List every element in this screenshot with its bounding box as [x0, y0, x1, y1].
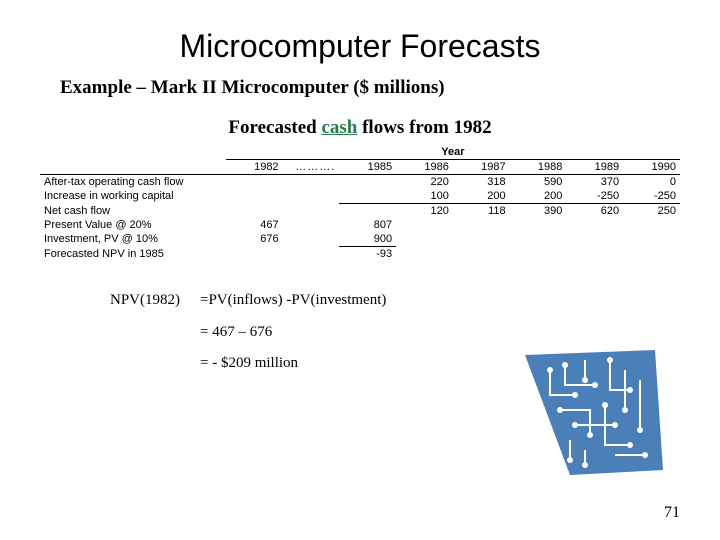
- cell: [510, 247, 567, 262]
- cell: -93: [339, 247, 396, 262]
- subtitle-forecast: Forecasted cash flows from 1982: [40, 117, 680, 139]
- formula-lhs: NPV(1982): [110, 285, 200, 317]
- cell: [339, 204, 396, 219]
- subtitle-example: Example – Mark II Microcomputer ($ milli…: [60, 77, 680, 99]
- cell: [339, 175, 396, 190]
- cell: 220: [396, 175, 453, 190]
- cell: [226, 189, 283, 204]
- cell: 118: [453, 204, 510, 219]
- cell: 200: [510, 189, 567, 204]
- forecast-table: Year 1982 ………. 1985 1986 1987 1988 1989 …: [40, 145, 680, 261]
- year-row: 1982 ………. 1985 1986 1987 1988 1989 1990: [40, 160, 680, 175]
- cell: [566, 247, 623, 262]
- cell: 620: [566, 204, 623, 219]
- year-1985: 1985: [339, 160, 396, 175]
- table-row: Net cash flow 120 118 390 620 250: [40, 204, 680, 219]
- year-gap: ……….: [283, 160, 340, 175]
- row-label: Investment, PV @ 10%: [40, 232, 226, 247]
- page-title: Microcomputer Forecasts: [40, 28, 680, 65]
- cell: 0: [623, 175, 680, 190]
- cell: [283, 232, 340, 247]
- formula-line3: = - $209 million: [200, 348, 298, 380]
- year-header: Year: [226, 145, 680, 160]
- cell: [453, 247, 510, 262]
- table-row: Increase in working capital 100 200 200 …: [40, 189, 680, 204]
- cell: [510, 232, 567, 247]
- cell: [396, 218, 453, 232]
- cell: [623, 218, 680, 232]
- row-label: Increase in working capital: [40, 189, 226, 204]
- cell: -250: [623, 189, 680, 204]
- cell: 807: [339, 218, 396, 232]
- formula-line2: = 467 – 676: [200, 317, 272, 349]
- table-row: After-tax operating cash flow 220 318 59…: [40, 175, 680, 190]
- cell: [623, 247, 680, 262]
- cell: [339, 189, 396, 204]
- cell: 318: [453, 175, 510, 190]
- year-1990: 1990: [623, 160, 680, 175]
- year-1989: 1989: [566, 160, 623, 175]
- year-1982: 1982: [226, 160, 283, 175]
- year-1988: 1988: [510, 160, 567, 175]
- table-row: Investment, PV @ 10% 676 900: [40, 232, 680, 247]
- cell: 370: [566, 175, 623, 190]
- cell: 467: [226, 218, 283, 232]
- table-row: Forecasted NPV in 1985 -93: [40, 247, 680, 262]
- cell: 900: [339, 232, 396, 247]
- cell: [283, 204, 340, 219]
- cell: 200: [453, 189, 510, 204]
- table-row: Present Value @ 20% 467 807: [40, 218, 680, 232]
- cell: [453, 218, 510, 232]
- cell: -250: [566, 189, 623, 204]
- cell: 100: [396, 189, 453, 204]
- cell: [226, 247, 283, 262]
- cell: 590: [510, 175, 567, 190]
- cell: 390: [510, 204, 567, 219]
- cell: 250: [623, 204, 680, 219]
- subtitle2-prefix: Forecasted: [228, 117, 321, 138]
- formula-line1: =PV(inflows) -PV(investment): [200, 285, 386, 317]
- cell: [453, 232, 510, 247]
- cell: [510, 218, 567, 232]
- cell: [396, 232, 453, 247]
- cell: [623, 232, 680, 247]
- subtitle2-cash: cash: [321, 117, 357, 138]
- cell: [226, 175, 283, 190]
- page-number: 71: [664, 504, 680, 522]
- circuit-icon: [515, 340, 665, 480]
- cell: [566, 232, 623, 247]
- row-label: After-tax operating cash flow: [40, 175, 226, 190]
- cell: [566, 218, 623, 232]
- cell: [283, 175, 340, 190]
- row-label: Net cash flow: [40, 204, 226, 219]
- cell: [226, 204, 283, 219]
- subtitle2-suffix: flows from 1982: [357, 117, 491, 138]
- cell: 676: [226, 232, 283, 247]
- cell: [396, 247, 453, 262]
- row-label: Present Value @ 20%: [40, 218, 226, 232]
- row-label: Forecasted NPV in 1985: [40, 247, 226, 262]
- cell: [283, 218, 340, 232]
- cell: [283, 189, 340, 204]
- cell: 120: [396, 204, 453, 219]
- cell: [283, 247, 340, 262]
- year-1986: 1986: [396, 160, 453, 175]
- year-1987: 1987: [453, 160, 510, 175]
